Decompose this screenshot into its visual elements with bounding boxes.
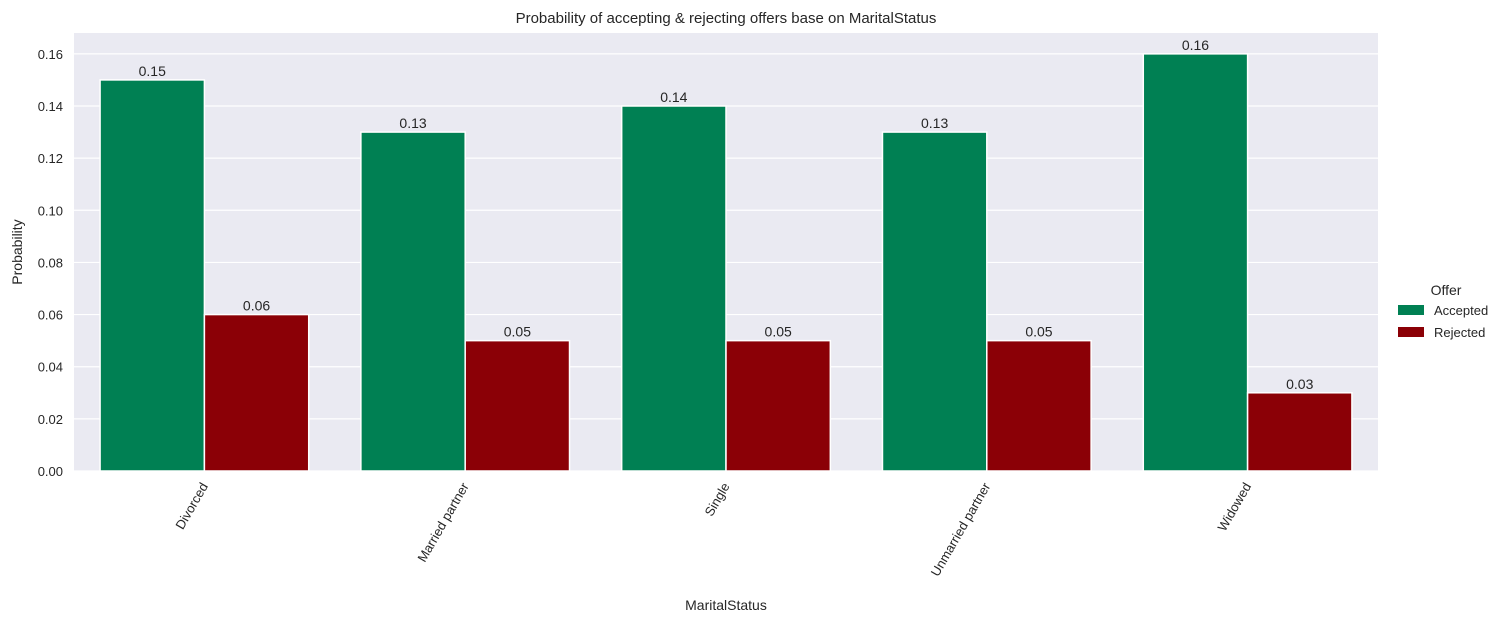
legend: Offer Accepted Rejected xyxy=(1398,282,1488,340)
x-tick-label: Single xyxy=(702,480,733,519)
x-axis-ticks: Divorced Married partner Single Unmarried p… xyxy=(172,479,1254,578)
y-tick-label: 0.08 xyxy=(38,255,63,270)
y-tick-label: 0.10 xyxy=(38,203,63,218)
bar-accepted xyxy=(99,79,206,472)
legend-label-rejected: Rejected xyxy=(1434,325,1485,340)
bar-rejected xyxy=(725,339,832,472)
bar-accepted xyxy=(1142,53,1249,472)
x-tick-label: Married partner xyxy=(414,479,472,564)
bar-accepted xyxy=(620,105,727,472)
data-label: 0.14 xyxy=(660,89,687,105)
data-label: 0.13 xyxy=(921,115,948,131)
bars xyxy=(99,53,1353,472)
x-axis-label: MaritalStatus xyxy=(685,597,767,613)
data-label: 0.13 xyxy=(399,115,426,131)
bar-rejected xyxy=(203,313,310,472)
y-tick-label: 0.06 xyxy=(38,308,63,323)
x-tick-label: Widowed xyxy=(1214,480,1254,534)
data-label: 0.05 xyxy=(1025,324,1052,340)
legend-swatch-rejected xyxy=(1398,327,1424,337)
bar-accepted xyxy=(360,131,466,472)
y-tick-label: 0.04 xyxy=(38,360,63,375)
legend-title: Offer xyxy=(1431,282,1462,298)
y-tick-label: 0.02 xyxy=(38,412,63,427)
y-tick-label: 0.12 xyxy=(38,151,63,166)
y-axis-label: Probability xyxy=(9,219,25,284)
legend-label-accepted: Accepted xyxy=(1434,303,1488,318)
data-label: 0.05 xyxy=(504,324,531,340)
bar-accepted xyxy=(881,131,988,472)
chart-title: Probability of accepting & rejecting off… xyxy=(516,10,937,27)
bar-rejected xyxy=(1246,392,1353,472)
x-tick-label: Divorced xyxy=(172,480,211,532)
data-label: 0.06 xyxy=(243,298,270,314)
data-label: 0.03 xyxy=(1286,376,1313,392)
legend-swatch-accepted xyxy=(1398,305,1424,315)
x-tick-label: Unmarried partner xyxy=(928,479,994,578)
data-label: 0.15 xyxy=(139,63,166,79)
bar-rejected xyxy=(986,339,1092,472)
y-tick-label: 0.16 xyxy=(38,47,63,62)
data-label: 0.16 xyxy=(1182,37,1209,53)
bar-rejected xyxy=(464,339,571,472)
y-tick-label: 0.00 xyxy=(38,464,63,479)
data-label: 0.05 xyxy=(765,324,792,340)
y-axis-ticks: 0.00 0.02 0.04 0.06 0.08 0.10 0.12 0.14 0.16 xyxy=(38,47,63,479)
y-tick-label: 0.14 xyxy=(38,99,63,114)
data-labels: 0.15 0.06 0.13 0.05 0.14 0.05 0.13 0.05 0.16 0.03 xyxy=(139,37,1314,392)
